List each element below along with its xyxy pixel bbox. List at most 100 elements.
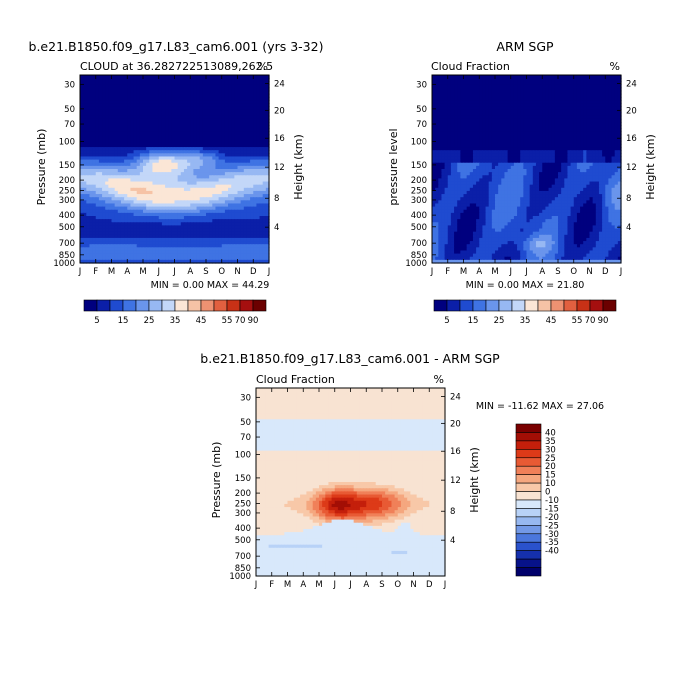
contour-cell (196, 103, 201, 107)
contour-cell (617, 93, 622, 98)
contour-cell (174, 96, 179, 101)
contour-cell (215, 153, 220, 158)
contour-cell (246, 109, 251, 114)
contour-cell (168, 106, 172, 111)
contour-cell (83, 106, 87, 111)
contour-cell (86, 234, 91, 239)
contour-cell (476, 128, 480, 132)
contour-cell (177, 228, 182, 233)
contour-cell (482, 115, 487, 120)
contour-cell (149, 247, 154, 252)
contour-cell (250, 87, 254, 92)
contour-cell (259, 134, 264, 139)
contour-cell (589, 96, 594, 101)
contour-cell (158, 128, 163, 132)
contour-cell (234, 247, 239, 252)
contour-cell (199, 187, 204, 192)
contour-cell (152, 153, 157, 158)
contour-cell (190, 206, 194, 211)
contour-cell (224, 190, 229, 195)
contour-cell (526, 134, 531, 139)
contour-cell (183, 84, 188, 89)
contour-cell (120, 81, 125, 85)
contour-cell (444, 118, 449, 123)
contour-cell (246, 241, 251, 245)
contour-cell (124, 118, 128, 123)
contour-cell (583, 118, 587, 123)
contour-cell (83, 178, 87, 183)
contour-cell (187, 200, 191, 205)
contour-cell (485, 96, 490, 101)
contour-cell (89, 203, 94, 208)
contour-cell (234, 237, 239, 242)
contour-cell (190, 143, 194, 148)
contour-cell (152, 75, 157, 79)
contour-cell (510, 90, 515, 95)
contour-cell (199, 178, 204, 183)
contour-cell (212, 84, 217, 89)
contour-cell (206, 184, 210, 189)
contour-cell (466, 78, 471, 82)
contour-cell (212, 244, 217, 248)
contour-cell (545, 78, 550, 82)
contour-cell (558, 115, 562, 120)
contour-cell (108, 137, 113, 142)
contour-cell (95, 206, 100, 211)
contour-cell (180, 212, 185, 217)
contour-cell (152, 122, 157, 126)
contour-cell (108, 253, 113, 258)
contour-cell (460, 109, 465, 114)
contour-cell (237, 225, 242, 230)
contour-cell (155, 118, 160, 123)
contour-cell (256, 259, 261, 264)
contour-cell (256, 128, 261, 132)
contour-cell (259, 225, 264, 230)
contour-cell (124, 143, 128, 148)
contour-cell (221, 147, 226, 151)
contour-cell (98, 175, 103, 179)
contour-cell (149, 181, 154, 186)
contour-cell (224, 259, 229, 264)
contour-cell (558, 81, 562, 85)
contour-cell (517, 128, 521, 132)
contour-cell (177, 75, 182, 79)
contour-cell (488, 115, 493, 120)
contour-cell (136, 134, 141, 139)
contour-cell (441, 106, 446, 111)
contour-cell (105, 203, 109, 208)
contour-cell (454, 75, 458, 79)
contour-cell (256, 247, 261, 252)
contour-cell (183, 100, 188, 104)
contour-cell (155, 122, 160, 126)
contour-cell (146, 87, 150, 92)
contour-cell (583, 78, 587, 82)
contour-cell (561, 84, 565, 89)
contour-cell (111, 259, 116, 264)
contour-cell (143, 250, 147, 255)
contour-cell (168, 256, 172, 261)
contour-cell (224, 125, 229, 129)
contour-cell (161, 194, 166, 198)
contour-cell (143, 225, 147, 230)
contour-cell (98, 109, 103, 114)
contour-cell (196, 134, 201, 139)
contour-cell (83, 181, 87, 186)
contour-cell (463, 93, 468, 98)
contour-cell (253, 231, 257, 236)
contour-cell (466, 90, 471, 95)
contour-cell (228, 112, 232, 117)
contour-cell (586, 100, 591, 104)
contour-cell (259, 212, 264, 217)
contour-cell (504, 106, 509, 111)
contour-cell (551, 122, 556, 126)
contour-cell (479, 75, 483, 79)
contour-cell (199, 106, 204, 111)
contour-cell (177, 259, 182, 264)
contour-cell (224, 237, 229, 242)
contour-cell (237, 231, 242, 236)
contour-cell (265, 209, 270, 214)
contour-cell (460, 137, 465, 142)
contour-cell (551, 100, 556, 104)
contour-cell (152, 134, 157, 139)
contour-cell (146, 150, 150, 154)
